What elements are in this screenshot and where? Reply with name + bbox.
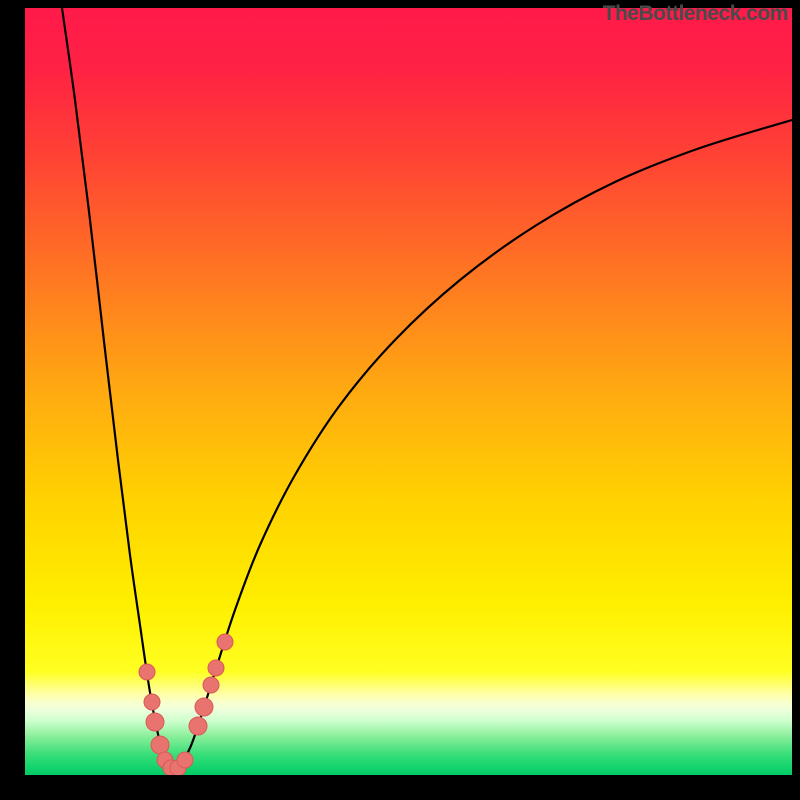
data-marker [139,664,155,680]
data-marker [195,698,213,716]
data-marker [208,660,224,676]
data-marker [177,752,193,768]
chart-container: TheBottleneck.com [0,0,800,800]
data-marker [144,694,160,710]
data-marker [217,634,233,650]
data-marker [146,713,164,731]
data-marker [151,736,169,754]
bottleneck-chart [0,0,800,800]
watermark-text: TheBottleneck.com [603,2,788,26]
data-marker [189,717,207,735]
data-marker [203,677,219,693]
chart-plot-area [25,8,792,775]
